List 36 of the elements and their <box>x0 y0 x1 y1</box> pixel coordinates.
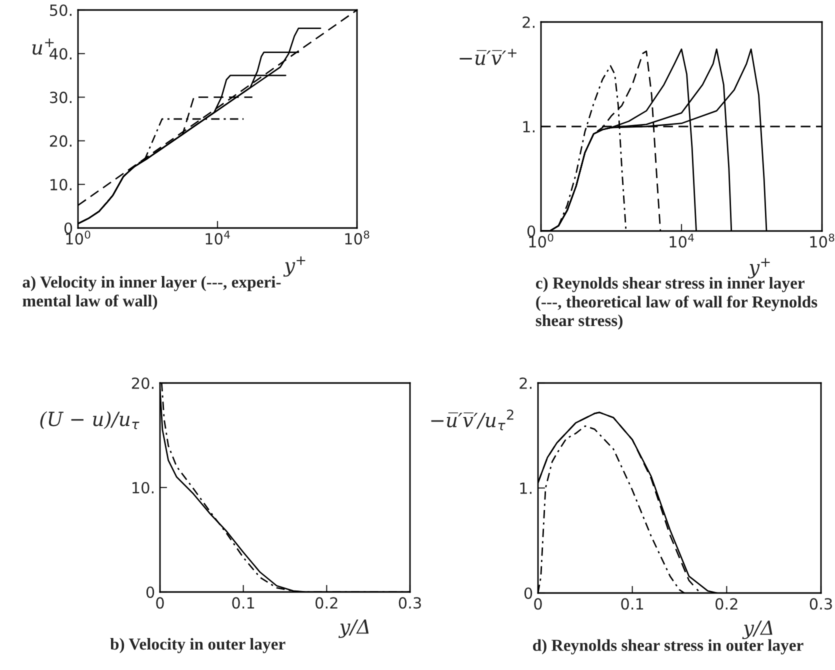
y-axis-title: −u̅′v̅′$^{+}$ <box>460 48 516 66</box>
x-tick-label: 0.1 <box>621 598 644 610</box>
y-axis-title: (U − u)/u$_{τ}$ <box>40 411 140 430</box>
x-axis-title: y/Δ <box>742 620 772 640</box>
y-tick-label: 1. <box>523 121 534 132</box>
x-tick-label: 10$^{4}$ <box>206 230 230 245</box>
y-tick-label: 10. <box>132 482 154 494</box>
x-tick-label: 0 <box>156 597 164 609</box>
x-tick-label: 0.3 <box>398 597 421 609</box>
y-tick-label: 1. <box>520 482 532 494</box>
x-axis-title: y$^{+}$ <box>283 256 306 277</box>
y-tick-label: 0 <box>64 222 72 234</box>
x-tick-label: 0.2 <box>316 597 338 609</box>
x-tick-label: 0.2 <box>716 598 738 610</box>
text: c) Reynolds shear stress in inner layer (---, theoretical law of wall for Reynolds shear stress) <box>536 276 818 330</box>
x-tick-label: 10$^{8}$ <box>345 230 370 245</box>
y-tick-label: 2. <box>522 16 534 28</box>
y-tick-label: 0 <box>524 587 532 600</box>
y-tick-label: 10. <box>50 178 72 190</box>
x-tick-label: 0 <box>534 598 542 610</box>
x-axis-title: y/Δ <box>338 619 369 638</box>
x-tick-label: 10$^{8}$ <box>810 234 834 248</box>
y-tick-label: 20. <box>132 377 154 390</box>
text: a) Velocity in inner layer (---, experi- mental law of wall) <box>22 276 281 310</box>
y-tick-label: 30. <box>50 92 72 104</box>
text: d) Reynolds shear stress in outer layer <box>533 639 804 654</box>
x-tick-label: 0.1 <box>232 597 254 609</box>
y-tick-label: 2. <box>520 377 532 389</box>
text: b) Velocity in outer layer <box>110 638 286 654</box>
y-tick-label: 20. <box>50 135 72 147</box>
x-axis-title: y$^{+}$ <box>748 258 770 278</box>
y-tick-label: 0 <box>146 586 154 598</box>
y-axis-title: −u̅′v̅′/u$_{τ}$$^{2}$ <box>431 410 514 430</box>
x-tick-label: 0.3 <box>810 598 832 610</box>
y-tick-label: 50. <box>50 4 72 16</box>
x-tick-label: 10$^{4}$ <box>670 234 694 248</box>
